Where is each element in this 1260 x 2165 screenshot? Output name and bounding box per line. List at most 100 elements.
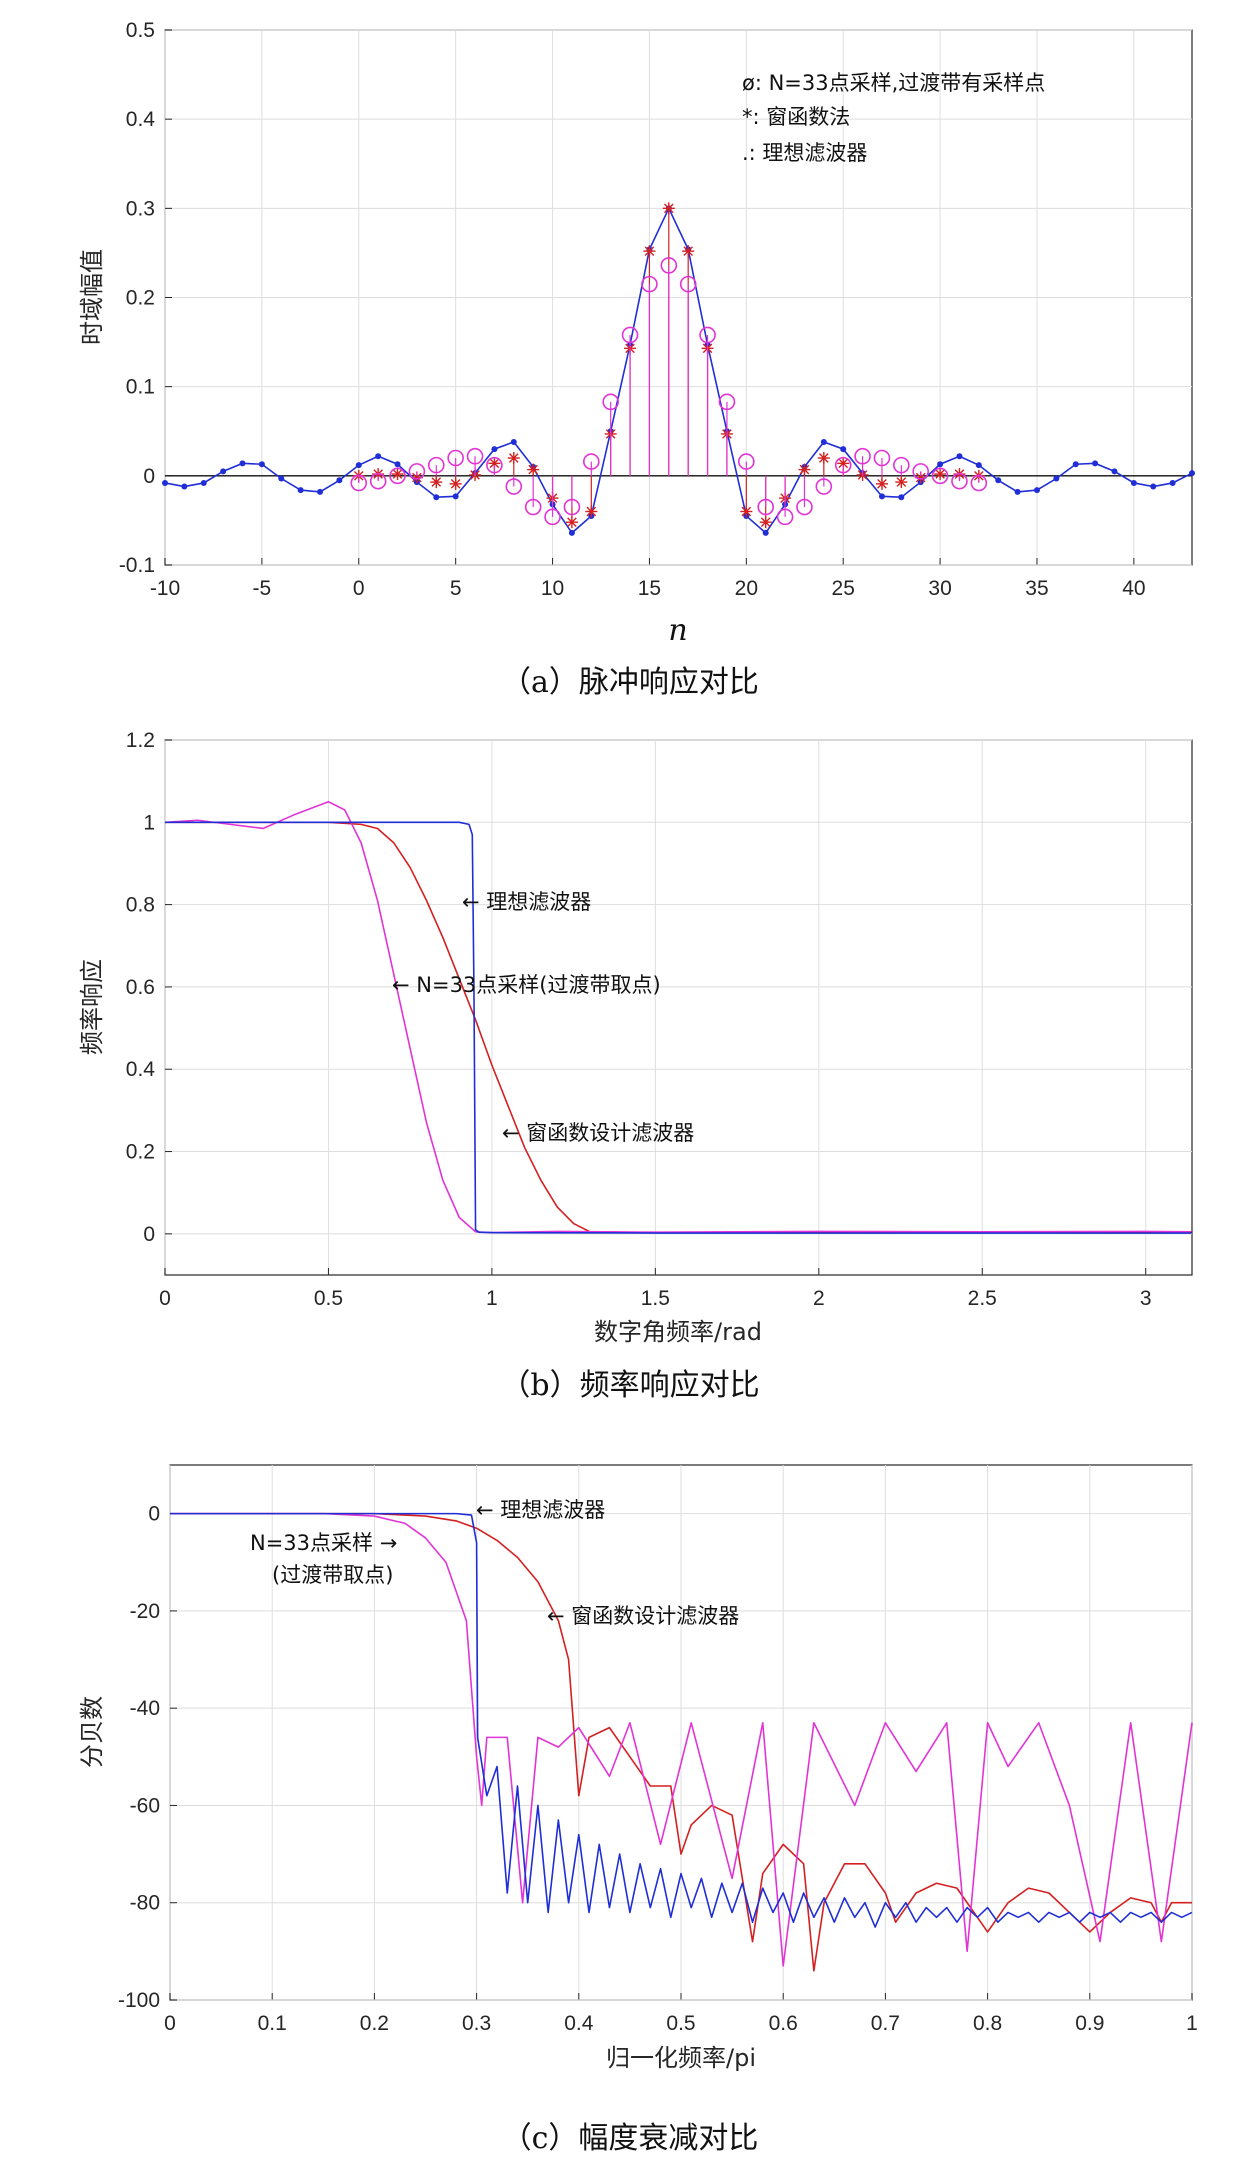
point-window [449, 477, 462, 490]
x-tick-label: 1 [1186, 2012, 1198, 2035]
chart-c-annotation-ideal: ← 理想滤波器 [476, 1498, 605, 1522]
point-ideal [317, 488, 324, 495]
y-tick-label: 0 [148, 1503, 160, 1526]
chart-b-marks [164, 800, 1192, 1234]
point-sampling [524, 498, 542, 516]
chart-b-plot-area [164, 739, 1193, 1276]
chart-a-xlabel: n [668, 613, 687, 648]
point-sampling [951, 472, 968, 490]
x-tick-label: 40 [1122, 577, 1145, 600]
x-tick-label: -5 [253, 577, 272, 600]
chart-b-ylabel: 频率响应 [78, 959, 106, 1055]
point-sampling [796, 498, 813, 516]
point-window [682, 245, 695, 258]
point-ideal [355, 462, 362, 469]
point-ideal [162, 479, 168, 486]
point-ideal [975, 462, 982, 469]
point-ideal [878, 493, 885, 500]
point-sampling [408, 463, 426, 480]
point-sampling [641, 275, 658, 293]
series-line [170, 1512, 1193, 1928]
point-sampling [699, 326, 716, 344]
point-window [391, 468, 404, 481]
chart-c-annotation-window: ← 窗函数设计滤波器 [547, 1604, 739, 1628]
y-tick-label: 0 [143, 1223, 155, 1246]
point-sampling [427, 456, 445, 474]
y-tick-label: -100 [118, 1989, 160, 2012]
point-sampling [815, 478, 833, 495]
y-tick-label: 0.6 [126, 976, 155, 999]
point-ideal [375, 453, 382, 460]
x-tick-label: 0.6 [769, 2012, 798, 2035]
point-sampling [757, 498, 774, 516]
point-ideal [1169, 479, 1176, 486]
point-window [934, 468, 947, 481]
point-sampling [893, 456, 910, 474]
y-tick-label: -20 [130, 1600, 160, 1623]
point-window [643, 245, 656, 258]
chart-c-annotation-sampling: N=33点采样 → [250, 1531, 397, 1555]
point-ideal [491, 446, 498, 453]
x-tick-label: 0.1 [258, 2012, 287, 2035]
chart-b-annotation-window: ← 窗函数设计滤波器 [502, 1121, 694, 1145]
x-tick-label: 0 [353, 577, 365, 600]
point-ideal [278, 475, 285, 482]
point-window [585, 505, 598, 518]
point-sampling [660, 257, 678, 274]
chart-a-ylabel: 时域幅值 [78, 249, 106, 345]
chart-c-ylabel: 分贝数 [78, 1696, 106, 1768]
point-sampling [505, 478, 523, 495]
y-tick-label: 0.5 [126, 19, 155, 42]
chart-b-annotations: ← 理想滤波器 ← N=33点采样(过渡带取点) ← 窗函数设计滤波器 [392, 890, 694, 1145]
point-sampling [350, 474, 368, 492]
x-tick-label: 0 [159, 1287, 171, 1310]
point-sampling [718, 393, 736, 411]
chart-c-marks [170, 1512, 1193, 1972]
x-tick-label: 0.3 [462, 2012, 491, 2035]
chart-c-tick-labels: 0 0.1 0.2 0.3 0.4 0.5 0.6 0.7 0.8 0.9 1 -100 -80 -60 -… [118, 1503, 1198, 2035]
point-ideal [336, 477, 343, 484]
point-ideal [840, 446, 847, 453]
point-ideal [937, 461, 944, 468]
x-tick-label: 35 [1025, 577, 1048, 600]
x-tick-label: 2 [813, 1287, 825, 1310]
point-sampling [776, 508, 794, 526]
chart-a-impulse-response: -10 -5 0 5 10 15 20 25 30 35 40 -0.1 0 0.1 0.2 0.3 0.4 0.… [78, 19, 1195, 700]
x-tick-label: 10 [541, 577, 564, 600]
point-ideal [762, 529, 769, 536]
x-tick-label: 1 [486, 1287, 498, 1310]
chart-b-tick-labels: 0 0.5 1 1.5 2 2.5 3 0 0.2 0.4 0.6 0.8 1 1.2 [126, 729, 1152, 1310]
y-tick-label: 0.4 [126, 1058, 156, 1081]
point-window [430, 476, 443, 489]
point-window [740, 505, 753, 518]
point-ideal [1150, 483, 1157, 490]
y-tick-label: -0.1 [119, 554, 155, 577]
y-tick-label: 0.2 [126, 287, 155, 310]
x-tick-label: 3 [1140, 1287, 1152, 1310]
chart-c-grid [169, 1465, 1193, 2001]
point-window [527, 463, 540, 476]
point-ideal [258, 461, 265, 468]
chart-a-legend-entry: .: 理想滤波器 [742, 141, 867, 165]
point-ideal [200, 479, 207, 486]
x-tick-label: 0.2 [360, 2012, 389, 2035]
x-tick-label: 1.5 [641, 1287, 670, 1310]
point-window [817, 452, 830, 464]
point-window [895, 476, 908, 489]
x-tick-label: 0.8 [973, 2012, 1002, 2035]
point-window [798, 463, 811, 476]
point-window [507, 452, 520, 464]
y-tick-label: -80 [130, 1892, 160, 1915]
point-ideal [1189, 470, 1195, 477]
chart-b-xlabel: 数字角频率/rad [594, 1318, 762, 1346]
point-ideal [1033, 487, 1040, 494]
point-ideal [297, 487, 304, 494]
chart-b-caption: （b）频率响应对比 [500, 1368, 759, 1403]
point-ideal [1053, 475, 1060, 482]
chart-b-grid [164, 739, 1192, 1275]
chart-c-annotation-sampling-note: (过渡带取点) [272, 1563, 393, 1587]
point-ideal [1111, 468, 1118, 475]
x-tick-label: 0 [164, 2012, 176, 2035]
y-tick-label: 0.2 [126, 1141, 155, 1164]
